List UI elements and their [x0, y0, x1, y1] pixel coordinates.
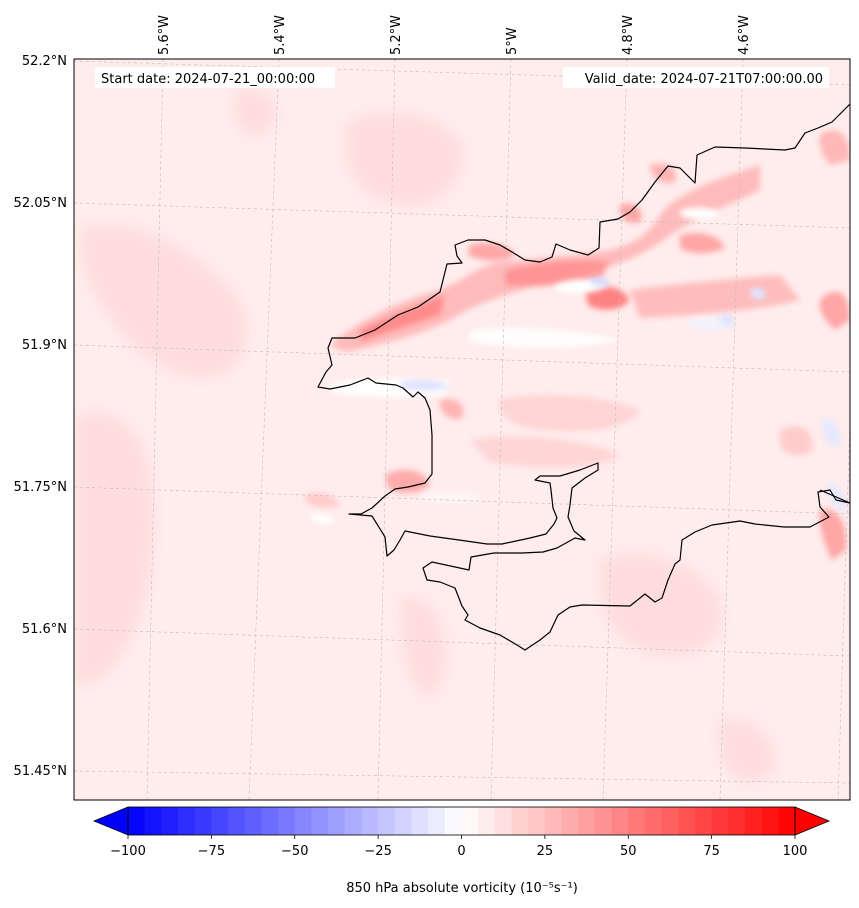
- colorbar-tick-label: 0: [457, 844, 465, 859]
- colorbar-segment: [278, 807, 296, 835]
- colorbar-segment: [594, 807, 613, 835]
- colorbar-segment: [178, 807, 196, 835]
- colorbar-segments: [128, 807, 796, 835]
- colorbar-segment: [194, 807, 212, 835]
- lon-label: 5°W: [505, 27, 520, 55]
- colorbar-segment: [628, 807, 646, 835]
- colorbar-segment: [694, 807, 713, 835]
- lon-label: 4.6°W: [737, 15, 752, 55]
- lat-label: 51.6°N: [22, 622, 67, 637]
- colorbar-segment: [161, 807, 179, 835]
- lat-label: 51.9°N: [22, 338, 67, 353]
- colorbar-segment: [678, 807, 696, 835]
- colorbar-segment: [211, 807, 229, 835]
- colorbar-segment: [578, 807, 596, 835]
- coastline-north: [317, 103, 850, 651]
- colorbar-segment: [394, 807, 413, 835]
- lon-label: 4.8°W: [621, 15, 636, 55]
- colorbar-tick-label: 25: [537, 844, 554, 859]
- strong-vorticity-bands: [305, 130, 850, 560]
- lat-label: 52.2°N: [22, 54, 67, 69]
- colorbar-segment: [461, 807, 479, 835]
- valid-date-text: Valid_date: 2024-07-21T07:00:00.00: [585, 72, 823, 87]
- colorbar-label: 850 hPa absolute vorticity (10⁻⁵s⁻¹): [346, 881, 578, 896]
- colorbar-tick-label: 50: [620, 844, 637, 859]
- colorbar: −100 −75 −50 −25 0 25 50 75 100 850 hPa absolute…: [92, 806, 831, 896]
- colorbar-segment: [328, 807, 346, 835]
- colorbar-segment: [661, 807, 679, 835]
- colorbar-segment: [378, 807, 396, 835]
- coastline-northeast: [819, 489, 850, 504]
- colorbar-segment: [744, 807, 763, 835]
- lat-label: 51.45°N: [14, 764, 67, 779]
- colorbar-segment: [261, 807, 279, 835]
- colorbar-segment: [228, 807, 246, 835]
- lon-gridlines: [146, 59, 850, 800]
- colorbar-segment: [761, 807, 779, 835]
- lat-label: 51.75°N: [14, 480, 67, 495]
- colorbar-segment: [644, 807, 663, 835]
- lon-label: 5.6°W: [157, 15, 172, 55]
- lat-tick-labels: 52.2°N 52.05°N 51.9°N 51.75°N 51.6°N 51.…: [14, 54, 67, 779]
- colorbar-segment: [728, 807, 746, 835]
- colorbar-tick-label: −50: [281, 844, 308, 859]
- map-panel: [74, 59, 850, 800]
- colorbar-ticks: −100 −75 −50 −25 0 25 50 75 100: [110, 835, 807, 859]
- colorbar-segment: [511, 807, 529, 835]
- valid-date-box: Valid_date: 2024-07-21T07:00:00.00: [563, 67, 829, 88]
- colorbar-segment: [478, 807, 496, 835]
- colorbar-segment: [311, 807, 329, 835]
- negative-vorticity-pockets: [310, 207, 847, 525]
- colorbar-segment: [528, 807, 546, 835]
- coastline: [317, 103, 850, 651]
- colorbar-tick-label: 75: [703, 844, 720, 859]
- colorbar-segment: [444, 807, 463, 835]
- colorbar-segment: [428, 807, 446, 835]
- colorbar-segment: [144, 807, 162, 835]
- colorbar-tick-label: −25: [364, 844, 391, 859]
- colorbar-tick-label: −75: [198, 844, 225, 859]
- colorbar-extend-max: [794, 806, 831, 836]
- colorbar-segment: [611, 807, 629, 835]
- weak-vorticity-regions: [74, 89, 776, 782]
- lon-tick-labels: 5.6°W 5.4°W 5.2°W 5°W 4.8°W 4.6°W: [157, 15, 752, 55]
- lat-label: 52.05°N: [14, 196, 67, 211]
- start-date-text: Start date: 2024-07-21_00:00:00: [101, 72, 315, 87]
- colorbar-segment: [294, 807, 313, 835]
- colorbar-segment: [361, 807, 379, 835]
- colorbar-segment: [244, 807, 263, 835]
- lon-label: 5.2°W: [389, 15, 404, 55]
- map-frame: [73, 58, 851, 801]
- vorticity-field-background: [74, 59, 850, 800]
- lon-label: 5.4°W: [273, 15, 288, 55]
- colorbar-segment: [561, 807, 579, 835]
- colorbar-segment: [344, 807, 363, 835]
- colorbar-segment: [128, 807, 146, 835]
- colorbar-extend-min: [92, 806, 129, 836]
- colorbar-segment: [711, 807, 729, 835]
- colorbar-segment: [544, 807, 563, 835]
- colorbar-segment: [778, 807, 796, 835]
- colorbar-segment: [494, 807, 513, 835]
- colorbar-segment: [411, 807, 429, 835]
- colorbar-tick-label: −100: [110, 844, 146, 859]
- colorbar-tick-label: 100: [783, 844, 808, 859]
- start-date-box: Start date: 2024-07-21_00:00:00: [95, 67, 335, 88]
